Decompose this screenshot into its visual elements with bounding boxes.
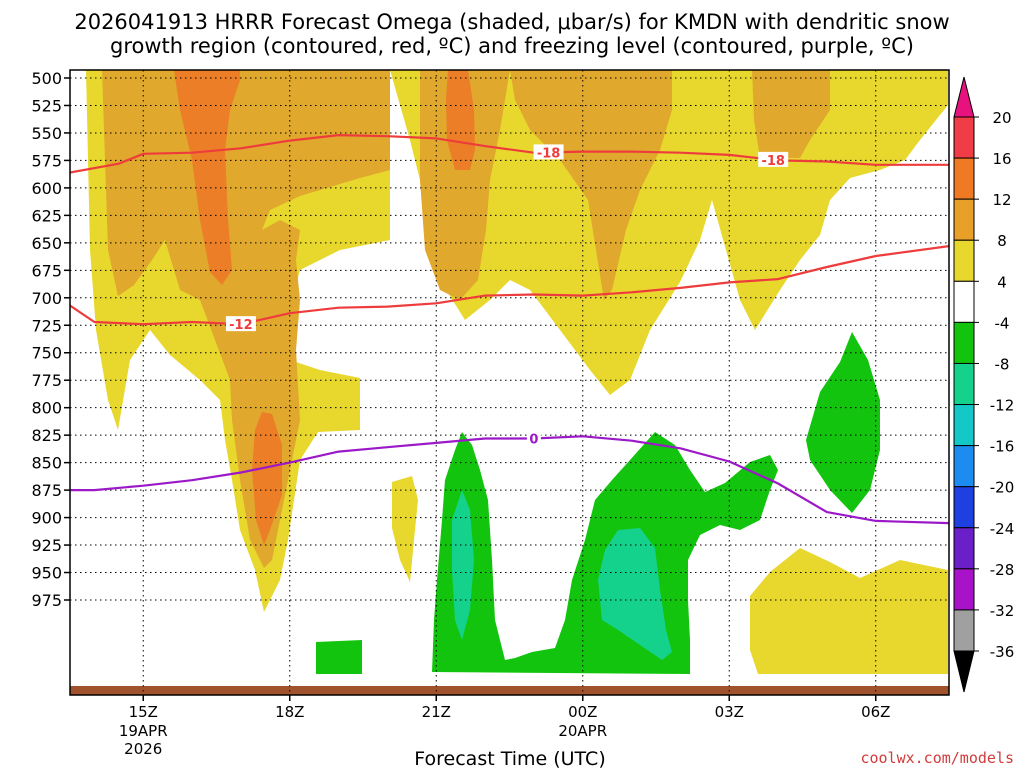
colorbar-bottom-arrow	[953, 650, 975, 693]
colorbar-swatch	[953, 362, 975, 406]
colorbar-label: -24	[990, 520, 1015, 538]
contour-freezing-0	[70, 435, 949, 525]
contour-freezing-0-label: 0	[529, 432, 538, 447]
colorbar-label: -28	[990, 561, 1015, 579]
y-tick-label: 500	[31, 69, 62, 88]
y-tick-label: 675	[31, 261, 62, 280]
colorbar-label: 16	[992, 150, 1011, 168]
shade-teal-00z	[598, 528, 672, 660]
y-tick-label: 800	[31, 399, 62, 418]
x-axis-label: Forecast Time (UTC)	[414, 748, 605, 768]
colorbar-label: 4	[997, 273, 1007, 291]
contour-dgz-minus18-label: -18	[537, 146, 561, 161]
colorbar-swatch	[953, 404, 975, 447]
y-tick-label: 900	[31, 509, 62, 528]
shade-gold-center-a	[420, 70, 510, 300]
colorbar-swatch	[953, 280, 975, 323]
x-tick-date: 19APR	[119, 722, 168, 740]
y-tick-label: 775	[31, 371, 62, 390]
y-tick-label: 600	[31, 179, 62, 198]
x-tick-year: 2026	[124, 740, 162, 758]
shade-orange-west	[174, 70, 240, 285]
colorbar-label: -36	[990, 643, 1015, 661]
y-tick-label: 650	[31, 234, 62, 253]
contour-freezing-0-label-bg	[526, 430, 541, 446]
chart-title-line2: growth region (contoured, red, ºC) and f…	[110, 34, 914, 58]
y-tick-label: 525	[31, 96, 62, 115]
y-tick-label: 700	[31, 289, 62, 308]
colorbar-swatch	[953, 239, 975, 282]
colorbar-label: 12	[992, 191, 1011, 209]
shade-teal-21z	[452, 490, 474, 640]
shade-green-small	[316, 640, 362, 674]
x-tick-label: 15Z	[129, 703, 158, 721]
y-tick-label: 925	[31, 536, 62, 555]
x-tick-label: 18Z	[275, 703, 304, 721]
colorbar-label: 8	[997, 232, 1007, 250]
colorbar: 20 16 12 8 4 -4 -8 -12 -16 -20 -24 -28 -32 -36	[953, 76, 1015, 693]
contour-dgz-minus18-label-bg	[533, 144, 564, 160]
colorbar-label: -8	[995, 355, 1010, 373]
contours: -18 -18 -12 0	[70, 134, 949, 525]
y-tick-label: 850	[31, 454, 62, 473]
colorbar-label: -4	[995, 314, 1010, 332]
x-tick-label: 21Z	[422, 703, 451, 721]
contour-dgz-minus12	[70, 245, 949, 326]
y-tick-label: 625	[31, 206, 62, 225]
shade-orange-lower	[252, 412, 282, 545]
colorbar-swatch	[953, 321, 975, 364]
contour-dgz-minus12-label: -12	[229, 318, 253, 333]
y-tick-label: 750	[31, 344, 62, 363]
y-tick-label: 550	[31, 124, 62, 143]
x-tick-label: 06Z	[861, 703, 890, 721]
colorbar-swatch	[953, 486, 975, 529]
credit-text: coolwx.com/models	[860, 749, 1014, 767]
shade-yellow-blob-a	[392, 476, 418, 582]
shade-orange-center	[446, 70, 475, 170]
surface-ground-bar	[70, 686, 949, 695]
colorbar-label: -12	[990, 397, 1015, 415]
grid	[70, 70, 949, 695]
colorbar-label: -20	[990, 479, 1015, 497]
shade-yellow-southeast	[750, 548, 948, 674]
colorbar-top-arrow	[953, 76, 975, 118]
colorbar-swatch	[953, 568, 975, 611]
x-tick-label: 03Z	[715, 703, 744, 721]
chart-title-line1: 2026041913 HRRR Forecast Omega (shaded, …	[74, 10, 949, 34]
y-tick-label: 575	[31, 151, 62, 170]
contour-dgz-minus12-label-bg	[225, 316, 256, 332]
colorbar-swatch	[953, 445, 975, 488]
colorbar-label: 20	[992, 109, 1011, 127]
y-axis-ticks: 500 525 550 575 600 625 650 675 700 725 750 775 800 8…	[31, 69, 70, 610]
colorbar-swatch	[953, 527, 975, 570]
y-tick-label: 875	[31, 481, 62, 500]
y-tick-label: 975	[31, 591, 62, 610]
contour-dgz-minus18-label-bg	[758, 151, 789, 167]
colorbar-label: -16	[990, 438, 1015, 456]
colorbar-swatch	[953, 116, 975, 159]
colorbar-swatch	[953, 198, 975, 241]
colorbar-label: -32	[990, 602, 1015, 620]
shade-green-east	[806, 332, 880, 513]
y-tick-label: 825	[31, 426, 62, 445]
contour-dgz-minus18-label: -18	[761, 154, 785, 169]
plot-border	[69, 69, 950, 696]
x-tick-date: 20APR	[558, 722, 607, 740]
shade-gold-center-b	[510, 70, 672, 300]
y-tick-label: 950	[31, 564, 62, 583]
shade-gold-east	[752, 70, 830, 158]
colorbar-swatch	[953, 157, 975, 200]
y-tick-label: 725	[31, 316, 62, 335]
colorbar-swatch	[953, 609, 975, 652]
x-tick-label: 00Z	[568, 703, 597, 721]
